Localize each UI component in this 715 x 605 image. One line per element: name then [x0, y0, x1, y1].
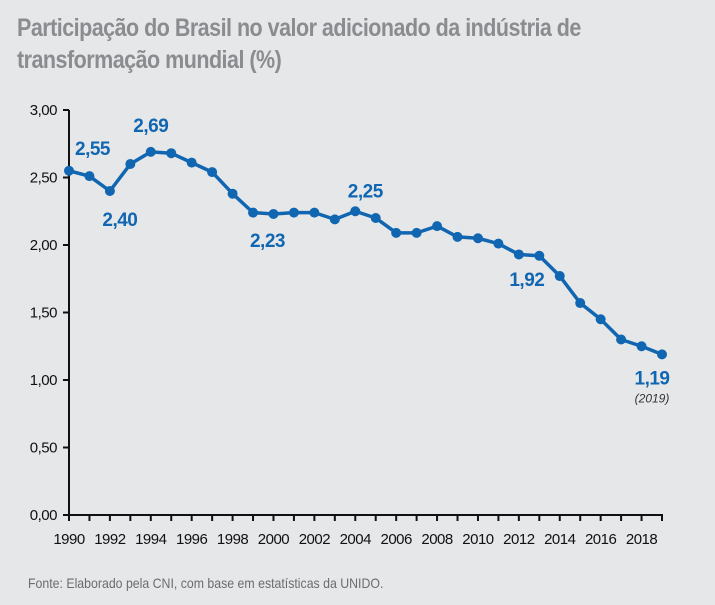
data-label: 2,23: [250, 231, 285, 252]
data-point: [575, 298, 586, 309]
data-point: [370, 213, 381, 223]
x-tick-label: 2012: [503, 531, 535, 548]
data-point: [657, 349, 667, 360]
x-tick-label: 1998: [217, 531, 249, 548]
data-label: 2,55: [75, 139, 111, 160]
x-tick-label: 2018: [626, 531, 658, 548]
x-tick-label: 2004: [340, 531, 372, 548]
data-point: [227, 188, 238, 199]
data-label-note: (2019): [635, 391, 670, 405]
series: [64, 146, 667, 360]
data-point: [268, 208, 279, 219]
data-labels: 2,55 2,40 2,69 2,23 2,25 1,92 1,19 (2019): [75, 116, 670, 406]
data-point: [636, 341, 647, 352]
data-point: [616, 334, 627, 345]
x-axis: 1990 1992 1994 1996 1998 2000 2002 2004 2006 2008…: [53, 514, 663, 548]
data-point: [534, 250, 545, 261]
x-tick-label: 2014: [544, 531, 576, 548]
data-point: [513, 249, 524, 260]
x-tick-label: 2000: [258, 531, 290, 548]
data-point: [166, 148, 177, 159]
data-label: 2,69: [133, 116, 168, 137]
data-point: [207, 167, 218, 178]
chart-title-line-2: transformação mundial (%): [17, 46, 282, 74]
x-tick-label: 2010: [462, 531, 494, 548]
data-point: [595, 314, 606, 325]
data-point: [104, 186, 115, 196]
data-point: [125, 159, 136, 169]
data-point: [432, 221, 443, 232]
data-point: [554, 271, 565, 282]
y-tick-label: 1,50: [30, 305, 57, 322]
data-point: [493, 238, 504, 249]
data-point: [452, 231, 463, 242]
data-label: 1,92: [509, 270, 544, 291]
data-point: [186, 157, 197, 168]
data-point: [472, 233, 483, 244]
data-point: [309, 207, 320, 218]
data-point: [288, 207, 299, 218]
data-label: 2,25: [348, 181, 384, 202]
y-tick-label: 0,00: [30, 507, 57, 524]
x-tick-label: 2002: [299, 531, 331, 548]
source-note: Fonte: Elaborado pela CNI, com base em e…: [28, 575, 384, 591]
y-tick-label: 0,50: [30, 440, 57, 457]
data-label: 1,19: [635, 368, 670, 389]
data-point: [411, 227, 422, 238]
y-tick-label: 1,00: [30, 372, 57, 389]
data-point: [84, 171, 95, 182]
y-tick-label: 3,00: [30, 102, 57, 119]
data-label: 2,40: [102, 210, 137, 231]
x-tick-label: 1990: [53, 531, 85, 548]
x-tick-label: 2006: [380, 531, 412, 548]
x-tick-label: 2016: [585, 531, 617, 548]
data-point: [64, 165, 74, 176]
chart-title: Participação do Brasil no valor adiciona…: [17, 12, 705, 76]
data-point: [329, 214, 340, 225]
x-tick-label: 1994: [135, 531, 167, 548]
data-point: [391, 227, 402, 238]
x-tick-label: 2008: [421, 531, 453, 548]
data-point: [248, 207, 259, 218]
y-tick-label: 2,00: [30, 237, 57, 254]
y-tick-label: 2,50: [30, 170, 57, 187]
y-axis: 0,00 0,50 1,00 1,50 2,00 2,50 3,00: [30, 102, 70, 524]
x-tick-label: 1996: [176, 531, 208, 548]
x-tick-label: 1992: [94, 531, 126, 548]
data-point: [145, 146, 156, 157]
data-point: [350, 206, 361, 217]
chart-title-line-1: Participação do Brasil no valor adiciona…: [17, 14, 581, 42]
